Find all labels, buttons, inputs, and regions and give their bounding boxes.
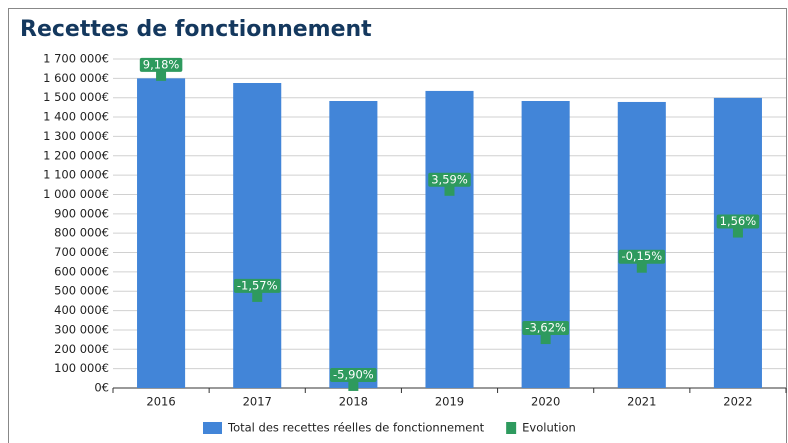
evolution-marker (540, 334, 551, 345)
x-tick-label: 2021 (627, 395, 656, 409)
data-label: 1,56% (720, 214, 757, 228)
bar (425, 90, 474, 389)
data-label-bg (139, 57, 183, 72)
x-tick-label: 2022 (723, 395, 752, 409)
x-tick-label: 2019 (435, 395, 464, 409)
bar (713, 97, 762, 388)
bar (617, 101, 666, 388)
data-label-bg (428, 172, 471, 187)
y-tick-label: 200 000€ (54, 342, 109, 356)
evolution-marker (444, 185, 455, 196)
y-tick-label: 1 200 000€ (43, 148, 109, 162)
bar (137, 78, 186, 389)
y-tick-label: 600 000€ (54, 264, 109, 278)
x-tick-label: 2016 (146, 395, 175, 409)
data-label: 9,18% (143, 57, 180, 71)
evolution-marker (732, 227, 743, 238)
legend-swatch (203, 422, 222, 434)
bar (329, 100, 378, 388)
data-label-bg (330, 367, 377, 382)
data-label: -1,57% (237, 278, 278, 292)
evolution-marker (348, 380, 359, 391)
data-label-bg (522, 321, 569, 336)
legend-swatch (506, 422, 517, 434)
y-tick-label: 700 000€ (54, 245, 109, 259)
legend-label: Evolution (522, 421, 576, 435)
y-tick-label: 1 300 000€ (43, 129, 109, 143)
chart-title: Recettes de fonctionnement (20, 17, 372, 42)
y-tick-label: 500 000€ (54, 284, 109, 298)
data-label-bg (716, 214, 760, 229)
y-tick-label: 300 000€ (54, 322, 109, 336)
x-tick-label: 2020 (531, 395, 560, 409)
y-tick-label: 1 000 000€ (43, 187, 109, 201)
y-tick-label: 1 400 000€ (43, 110, 109, 124)
evolution-marker (636, 262, 647, 273)
data-label: 3,59% (431, 172, 468, 186)
frame (8, 8, 787, 443)
data-label: -5,90% (333, 367, 374, 381)
y-tick-label: 100 000€ (54, 361, 109, 375)
data-label-bg (233, 278, 281, 293)
y-tick-label: 800 000€ (54, 226, 109, 240)
data-label: -3,62% (525, 321, 566, 335)
x-tick-label: 2017 (243, 395, 272, 409)
y-tick-label: 1 100 000€ (43, 168, 109, 182)
data-label-bg (618, 249, 666, 264)
y-tick-label: 1 600 000€ (43, 71, 109, 85)
x-tick-label: 2018 (339, 395, 368, 409)
data-label: -0,15% (621, 249, 662, 263)
y-tick-label: 1 500 000€ (43, 90, 109, 104)
y-tick-label: 900 000€ (54, 206, 109, 220)
legend-label: Total des recettes réelles de fonctionne… (227, 421, 485, 435)
y-tick-label: 1 700 000€ (43, 52, 109, 66)
bar (233, 82, 282, 388)
y-tick-label: 0€ (94, 381, 109, 395)
bar (521, 100, 570, 388)
y-tick-label: 400 000€ (54, 303, 109, 317)
evolution-marker (156, 70, 167, 81)
evolution-marker (252, 291, 263, 302)
